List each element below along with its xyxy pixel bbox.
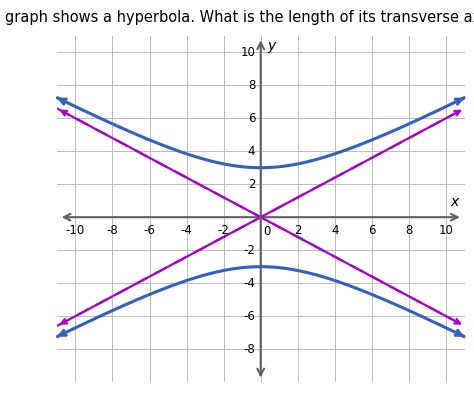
Text: -10: -10 [66,224,85,237]
Text: -8: -8 [243,343,255,355]
Text: 10: 10 [438,224,454,237]
Text: 6: 6 [247,112,255,125]
Text: 4: 4 [247,145,255,158]
Text: 10: 10 [240,46,255,59]
Text: 2: 2 [294,224,301,237]
Text: -2: -2 [243,244,255,257]
Text: 8: 8 [405,224,413,237]
Text: x: x [451,195,459,209]
Text: -8: -8 [107,224,118,237]
Text: 6: 6 [368,224,375,237]
Text: -6: -6 [144,224,155,237]
Text: -2: -2 [218,224,229,237]
Text: 8: 8 [248,79,255,92]
Text: -4: -4 [181,224,192,237]
Text: The graph shows a hyperbola. What is the length of its transverse axis?: The graph shows a hyperbola. What is the… [0,10,474,25]
Text: -4: -4 [243,277,255,290]
Text: -6: -6 [243,310,255,323]
Text: 2: 2 [247,178,255,191]
Text: y: y [267,39,275,53]
Text: 4: 4 [331,224,338,237]
Text: 0: 0 [264,225,271,238]
